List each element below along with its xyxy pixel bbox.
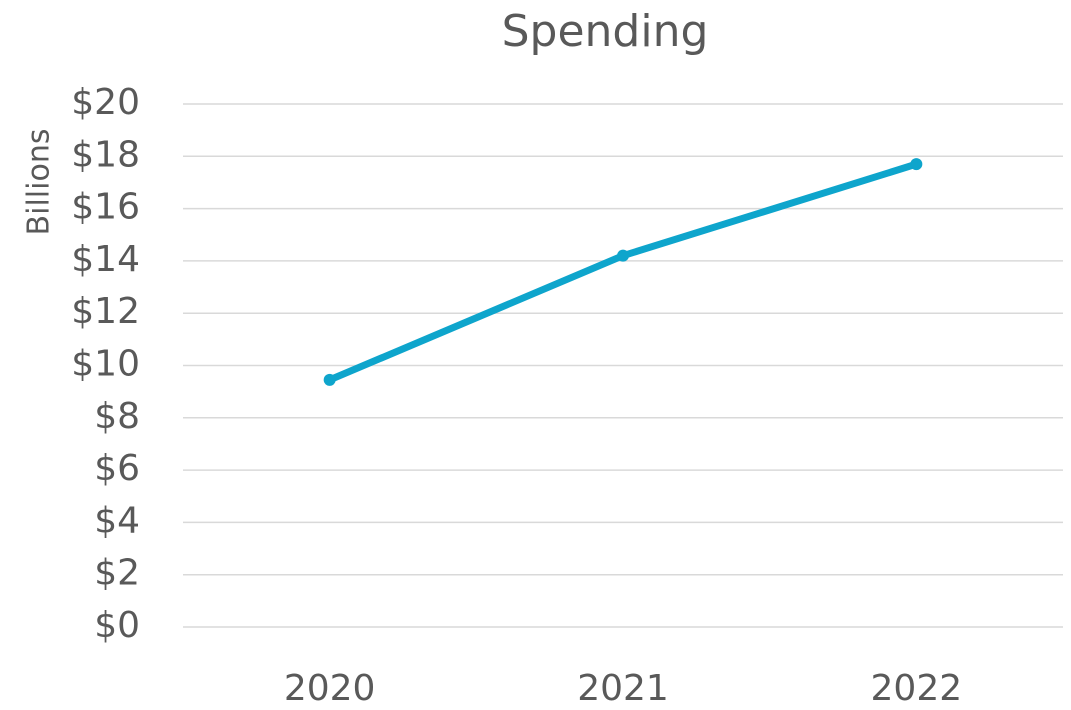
y-tick-label: $12 <box>71 291 140 332</box>
marker <box>910 158 923 171</box>
y-axis-label: Billions <box>22 129 57 236</box>
y-tick-label: $8 <box>94 396 140 437</box>
y-tick-label: $20 <box>71 82 140 123</box>
chart-title: Spending <box>502 6 709 57</box>
x-tick-label: 2020 <box>284 668 376 709</box>
y-tick-label: $4 <box>94 500 140 541</box>
line <box>326 160 920 384</box>
y-tick-label: $0 <box>94 605 140 646</box>
y-tick-label: $18 <box>71 134 140 175</box>
y-tick-label: $14 <box>71 239 140 280</box>
y-tick-label: $16 <box>71 187 140 228</box>
x-tick-label: 2021 <box>577 668 669 709</box>
marker <box>323 373 336 386</box>
marker <box>617 249 629 262</box>
x-tick-label: 2022 <box>871 668 963 709</box>
y-tick-label: $2 <box>94 553 140 594</box>
y-tick-label: $6 <box>94 448 140 489</box>
y-tick-label: $10 <box>71 344 140 385</box>
